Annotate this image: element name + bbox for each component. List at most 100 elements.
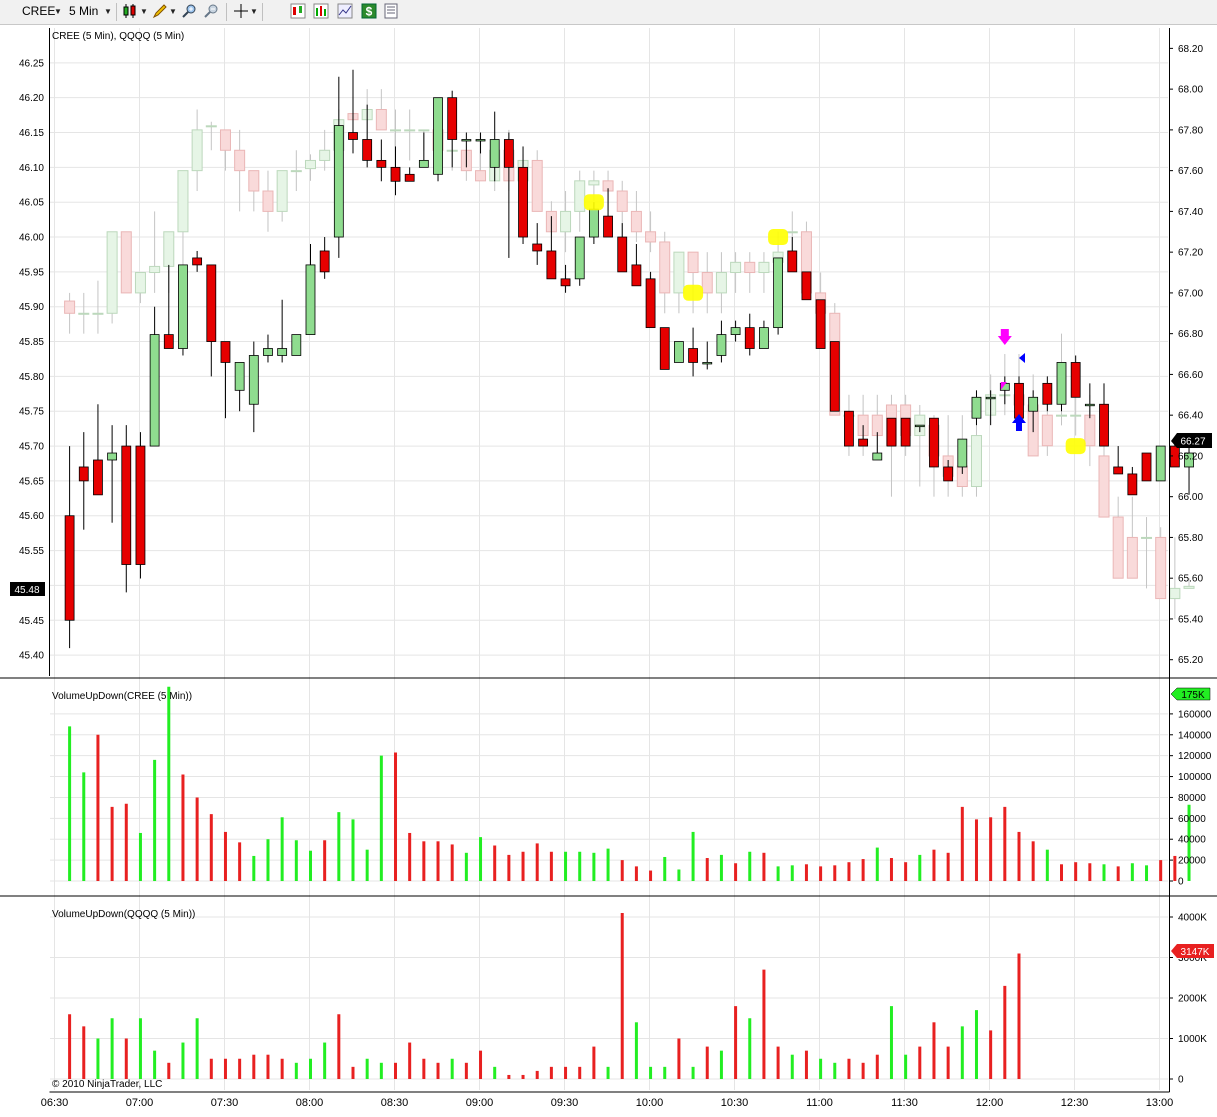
toolbar-separator bbox=[116, 3, 117, 21]
draw-dropdown-icon[interactable]: ▼ bbox=[169, 7, 177, 16]
sell-triangle-icon bbox=[1000, 382, 1007, 390]
properties-icon[interactable] bbox=[383, 3, 399, 19]
right-price-tick: 66.00 bbox=[1178, 492, 1203, 503]
right-price-tick: 67.40 bbox=[1178, 207, 1203, 218]
qqqq-candle-body bbox=[744, 261, 756, 274]
cree-candle-body bbox=[277, 348, 288, 356]
cree-volume-panel[interactable] bbox=[68, 686, 1191, 881]
cree-candle-body bbox=[603, 215, 613, 238]
cree-candle-body bbox=[503, 139, 514, 168]
cree-volume-tick: 120000 bbox=[1178, 751, 1212, 762]
crosshair-dropdown-icon[interactable]: ▼ bbox=[250, 7, 258, 16]
cree-candle-body bbox=[78, 466, 89, 482]
qqqq-candle-body bbox=[262, 190, 274, 212]
qqqq-candle-body bbox=[758, 261, 770, 274]
cree-candle-body bbox=[447, 97, 458, 140]
time-tick-label: 07:00 bbox=[126, 1097, 154, 1109]
cree-candle-body bbox=[404, 173, 415, 182]
time-tick-label: 10:00 bbox=[636, 1097, 664, 1109]
qqqq-candle-body bbox=[1112, 516, 1124, 579]
instrument-dropdown-icon[interactable]: ▼ bbox=[54, 7, 62, 16]
left-price-tick: 45.75 bbox=[19, 407, 44, 418]
cree-candle-body bbox=[730, 327, 741, 335]
cree-candle-body bbox=[1084, 403, 1095, 407]
chart-canvas[interactable]: 06:30 07:00 07:30 08:00 08:30 09:00 09:30 10:00… bbox=[0, 24, 1217, 1114]
toolbar-separator bbox=[262, 3, 263, 21]
interval-dropdown-icon[interactable]: ▼ bbox=[104, 7, 112, 16]
style-dropdown-icon[interactable]: ▼ bbox=[140, 7, 148, 16]
cree-candle-body bbox=[418, 159, 429, 168]
cree-candle-body bbox=[617, 236, 628, 273]
cree-volume-tick: 140000 bbox=[1178, 730, 1212, 741]
cree-candle-body bbox=[234, 362, 245, 391]
qqqq-candle-body bbox=[630, 210, 642, 233]
cree-candle-body bbox=[333, 125, 344, 238]
cree-candle-body bbox=[348, 132, 358, 140]
cree-candle-body bbox=[518, 166, 528, 238]
candlestick-style-icon[interactable] bbox=[122, 3, 138, 19]
cree-candle-body bbox=[149, 334, 160, 447]
left-last-price-badge bbox=[10, 582, 45, 596]
left-price-tick: 45.40 bbox=[19, 651, 44, 662]
qqqq-candle-body bbox=[276, 170, 288, 212]
cree-candle-body bbox=[957, 438, 968, 468]
zoom-in-icon[interactable] bbox=[181, 3, 197, 19]
right-price-tick: 66.40 bbox=[1178, 411, 1203, 422]
time-tick-label: 13:00 bbox=[1146, 1097, 1174, 1109]
qqqq-candle-body bbox=[659, 241, 671, 294]
qqqq-candle-body bbox=[1056, 414, 1067, 417]
left-price-tick: 46.10 bbox=[19, 163, 44, 174]
cree-candle-body bbox=[192, 257, 203, 266]
left-price-tick: 45.55 bbox=[19, 546, 44, 557]
time-tick-label: 10:30 bbox=[721, 1097, 749, 1109]
qqqq-candle-body bbox=[304, 159, 316, 170]
qqqq-candle-body bbox=[715, 272, 727, 294]
axes-layer: 06:30 07:00 07:30 08:00 08:30 09:00 09:30 10:00… bbox=[0, 28, 1217, 1109]
strategy-icon[interactable] bbox=[313, 3, 329, 19]
time-tick-label: 12:00 bbox=[976, 1097, 1004, 1109]
right-price-tick: 67.00 bbox=[1178, 288, 1203, 299]
cree-candle-body bbox=[900, 417, 911, 447]
qqqq-volume-last-value: 3147K bbox=[1181, 947, 1210, 958]
chart-area[interactable]: 06:30 07:00 07:30 08:00 08:30 09:00 09:30 10:00… bbox=[0, 24, 1217, 1114]
qqqq-candle-body bbox=[149, 265, 161, 274]
cree-candle-body bbox=[844, 410, 854, 447]
qqqq-candle-body bbox=[1126, 536, 1138, 579]
left-price-tick: 45.70 bbox=[19, 442, 44, 453]
cree-volume-tick: 0 bbox=[1178, 877, 1184, 888]
highlight-marker bbox=[1065, 438, 1086, 455]
cree-volume-tick: 60000 bbox=[1178, 814, 1206, 825]
dollar-icon[interactable]: $ bbox=[361, 3, 377, 19]
cree-candle-body bbox=[574, 236, 585, 280]
qqqq-candle-body bbox=[1155, 536, 1167, 600]
qqqq-volume-tick: 0 bbox=[1178, 1075, 1184, 1086]
qqqq-candle-body bbox=[645, 231, 657, 243]
time-tick-label: 09:30 bbox=[551, 1097, 579, 1109]
left-price-tick: 46.15 bbox=[19, 128, 44, 139]
qqqq-candle-body bbox=[120, 231, 132, 294]
cree-volume-tick: 40000 bbox=[1178, 835, 1206, 846]
qqqq-candle-body bbox=[730, 261, 742, 274]
cree-candle-body bbox=[64, 515, 75, 621]
qqqq-candle-body bbox=[418, 129, 430, 132]
cree-candle-body bbox=[702, 362, 713, 365]
cree-candle-body bbox=[1042, 382, 1053, 405]
cree-candle-body bbox=[659, 327, 670, 370]
qqqq-volume-last-badge bbox=[1171, 944, 1214, 958]
interval-selector[interactable]: 5 Min bbox=[69, 4, 99, 18]
qqqq-volume-panel[interactable] bbox=[68, 912, 1021, 1079]
left-price-tick: 46.00 bbox=[19, 233, 44, 244]
cree-candle-body bbox=[461, 139, 472, 142]
right-price-tick: 65.60 bbox=[1178, 574, 1203, 585]
pencil-draw-icon[interactable] bbox=[152, 3, 168, 19]
price-panel[interactable] bbox=[64, 69, 1195, 649]
zoom-out-icon[interactable] bbox=[203, 3, 219, 19]
cree-candle-body bbox=[787, 250, 798, 273]
cree-candle-body bbox=[645, 278, 656, 329]
instrument-selector[interactable]: CREE bbox=[22, 4, 56, 18]
cree-candle-body bbox=[489, 139, 500, 168]
bar-style-icon[interactable] bbox=[290, 3, 306, 19]
crosshair-icon[interactable] bbox=[233, 3, 249, 19]
chart-trader-icon[interactable] bbox=[337, 3, 353, 19]
buy-arrow-icon bbox=[1011, 414, 1026, 431]
